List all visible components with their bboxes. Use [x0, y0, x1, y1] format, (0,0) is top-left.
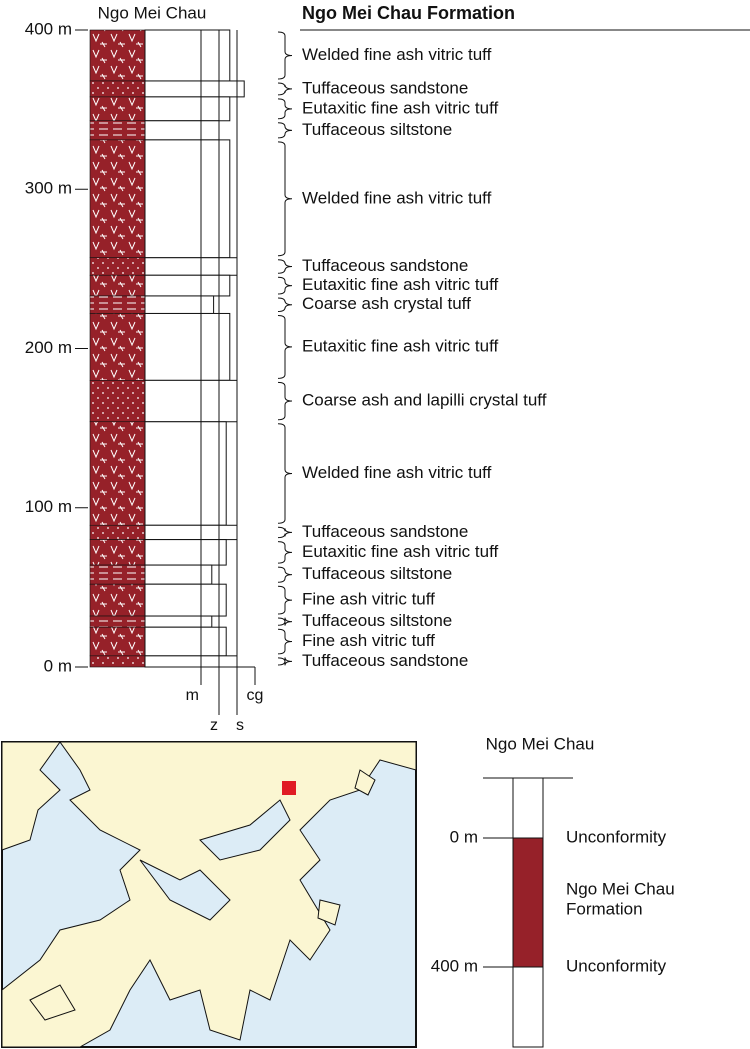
lithology-pattern — [89, 257, 146, 276]
grain-bar — [144, 80, 245, 98]
lithology-label: Eutaxitic fine ash vitric tuff — [302, 542, 498, 561]
grain-bar — [144, 257, 238, 276]
grain-label: z — [210, 717, 218, 734]
grain-bar — [144, 655, 238, 668]
depth-label: 0 m — [450, 827, 478, 846]
depth-tick-label: 200 m — [25, 338, 72, 357]
unit-label: Formation — [566, 899, 643, 918]
depth-tick-label: 0 m — [44, 656, 72, 675]
lithology-label: Welded fine ash vitric tuff — [302, 45, 492, 64]
lithology-label: Tuffaceous sandstone — [302, 78, 468, 97]
grain-bar — [144, 583, 227, 617]
lithology-pattern — [89, 655, 146, 668]
lithology-label: Coarse ash and lapilli crystal tuff — [302, 391, 547, 410]
grain-bar — [144, 379, 238, 423]
formation-title: Ngo Mei Chau Formation — [302, 3, 515, 23]
lithology-pattern — [89, 313, 146, 381]
lithology-pattern — [89, 80, 146, 98]
lithology-label: Eutaxitic fine ash vitric tuff — [302, 275, 498, 294]
lithology-label: Tuffaceous siltstone — [302, 120, 452, 139]
brace — [277, 259, 293, 274]
depth-tick-label: 300 m — [25, 179, 72, 198]
lithology-label: Tuffaceous sandstone — [302, 256, 468, 275]
lithology-pattern — [89, 626, 146, 657]
grain-bar — [144, 564, 213, 585]
lithology-pattern — [89, 380, 146, 423]
column-title: Ngo Mei Chau — [98, 3, 207, 22]
lithology-pattern — [89, 29, 146, 82]
summary-title: Ngo Mei Chau — [486, 734, 595, 753]
grain-bar — [144, 524, 238, 541]
brace — [277, 31, 293, 80]
brace — [277, 98, 293, 120]
grain-bar — [144, 274, 231, 297]
brace — [277, 381, 293, 421]
grain-label: m — [186, 687, 199, 704]
brace — [277, 657, 293, 666]
grain-bar — [144, 120, 220, 141]
grain-bar — [144, 421, 227, 526]
lithology-label: Fine ash vitric tuff — [302, 590, 435, 609]
unit-label: Ngo Mei Chau — [566, 879, 675, 898]
grain-label: cg — [247, 687, 264, 704]
brace — [277, 617, 293, 626]
grain-bar — [144, 312, 231, 381]
lithology-label: Tuffaceous siltstone — [302, 611, 452, 630]
brace — [277, 541, 293, 564]
lithology-pattern — [89, 539, 146, 566]
brace — [277, 628, 293, 655]
brace — [277, 566, 293, 583]
depth-tick-label: 100 m — [25, 497, 72, 516]
lithology-label: Welded fine ash vitric tuff — [302, 463, 492, 482]
brace — [277, 297, 293, 312]
brace — [277, 585, 293, 615]
lithology-label: Coarse ash crystal tuff — [302, 294, 471, 313]
brace — [277, 82, 293, 96]
grain-bar — [144, 626, 227, 657]
lithology-label: Eutaxitic fine ash vitric tuff — [302, 98, 498, 117]
lithology-label: Tuffaceous sandstone — [302, 651, 468, 670]
lithology-pattern — [89, 96, 146, 122]
lithology-label: Eutaxitic fine ash vitric tuff — [302, 336, 498, 355]
lithology-pattern — [89, 120, 146, 141]
lithology-pattern — [89, 564, 146, 585]
boundary-label: Unconformity — [566, 827, 667, 846]
lithology-label: Welded fine ash vitric tuff — [302, 188, 492, 207]
summary: Ngo Mei Chau 0 m 400 m Unconformity Ngo … — [431, 734, 675, 1048]
grain-bar — [144, 615, 213, 628]
lithology-pattern — [89, 421, 146, 526]
lithology-pattern — [89, 583, 146, 617]
lithology-pattern — [89, 615, 146, 628]
depth-tick-label: 400 m — [25, 19, 72, 38]
lithology-pattern — [89, 524, 146, 540]
boundary-label: Unconformity — [566, 956, 667, 975]
brace — [277, 423, 293, 524]
lithology-label: Tuffaceous sandstone — [302, 522, 468, 541]
grain-bar — [144, 139, 231, 259]
grain-bar — [144, 295, 215, 314]
brace — [277, 276, 293, 295]
grain-bar — [144, 539, 227, 566]
lithology-label: Fine ash vitric tuff — [302, 631, 435, 650]
depth-label: 400 m — [431, 956, 478, 975]
strat-column: 400 m 300 m 200 m 100 m 0 m Welded fine ash v… — [25, 19, 547, 734]
brace — [277, 122, 293, 139]
grain-bar — [144, 29, 231, 82]
lithology-pattern — [89, 295, 146, 314]
lithology-label: Tuffaceous siltstone — [302, 564, 452, 583]
location-map — [1, 741, 417, 1048]
brace — [277, 141, 293, 257]
grain-label: s — [236, 717, 244, 734]
brace — [277, 314, 293, 379]
brace — [277, 526, 293, 539]
grain-bar — [144, 96, 231, 122]
lithology-pattern — [89, 139, 146, 259]
lithology-pattern — [89, 274, 146, 297]
